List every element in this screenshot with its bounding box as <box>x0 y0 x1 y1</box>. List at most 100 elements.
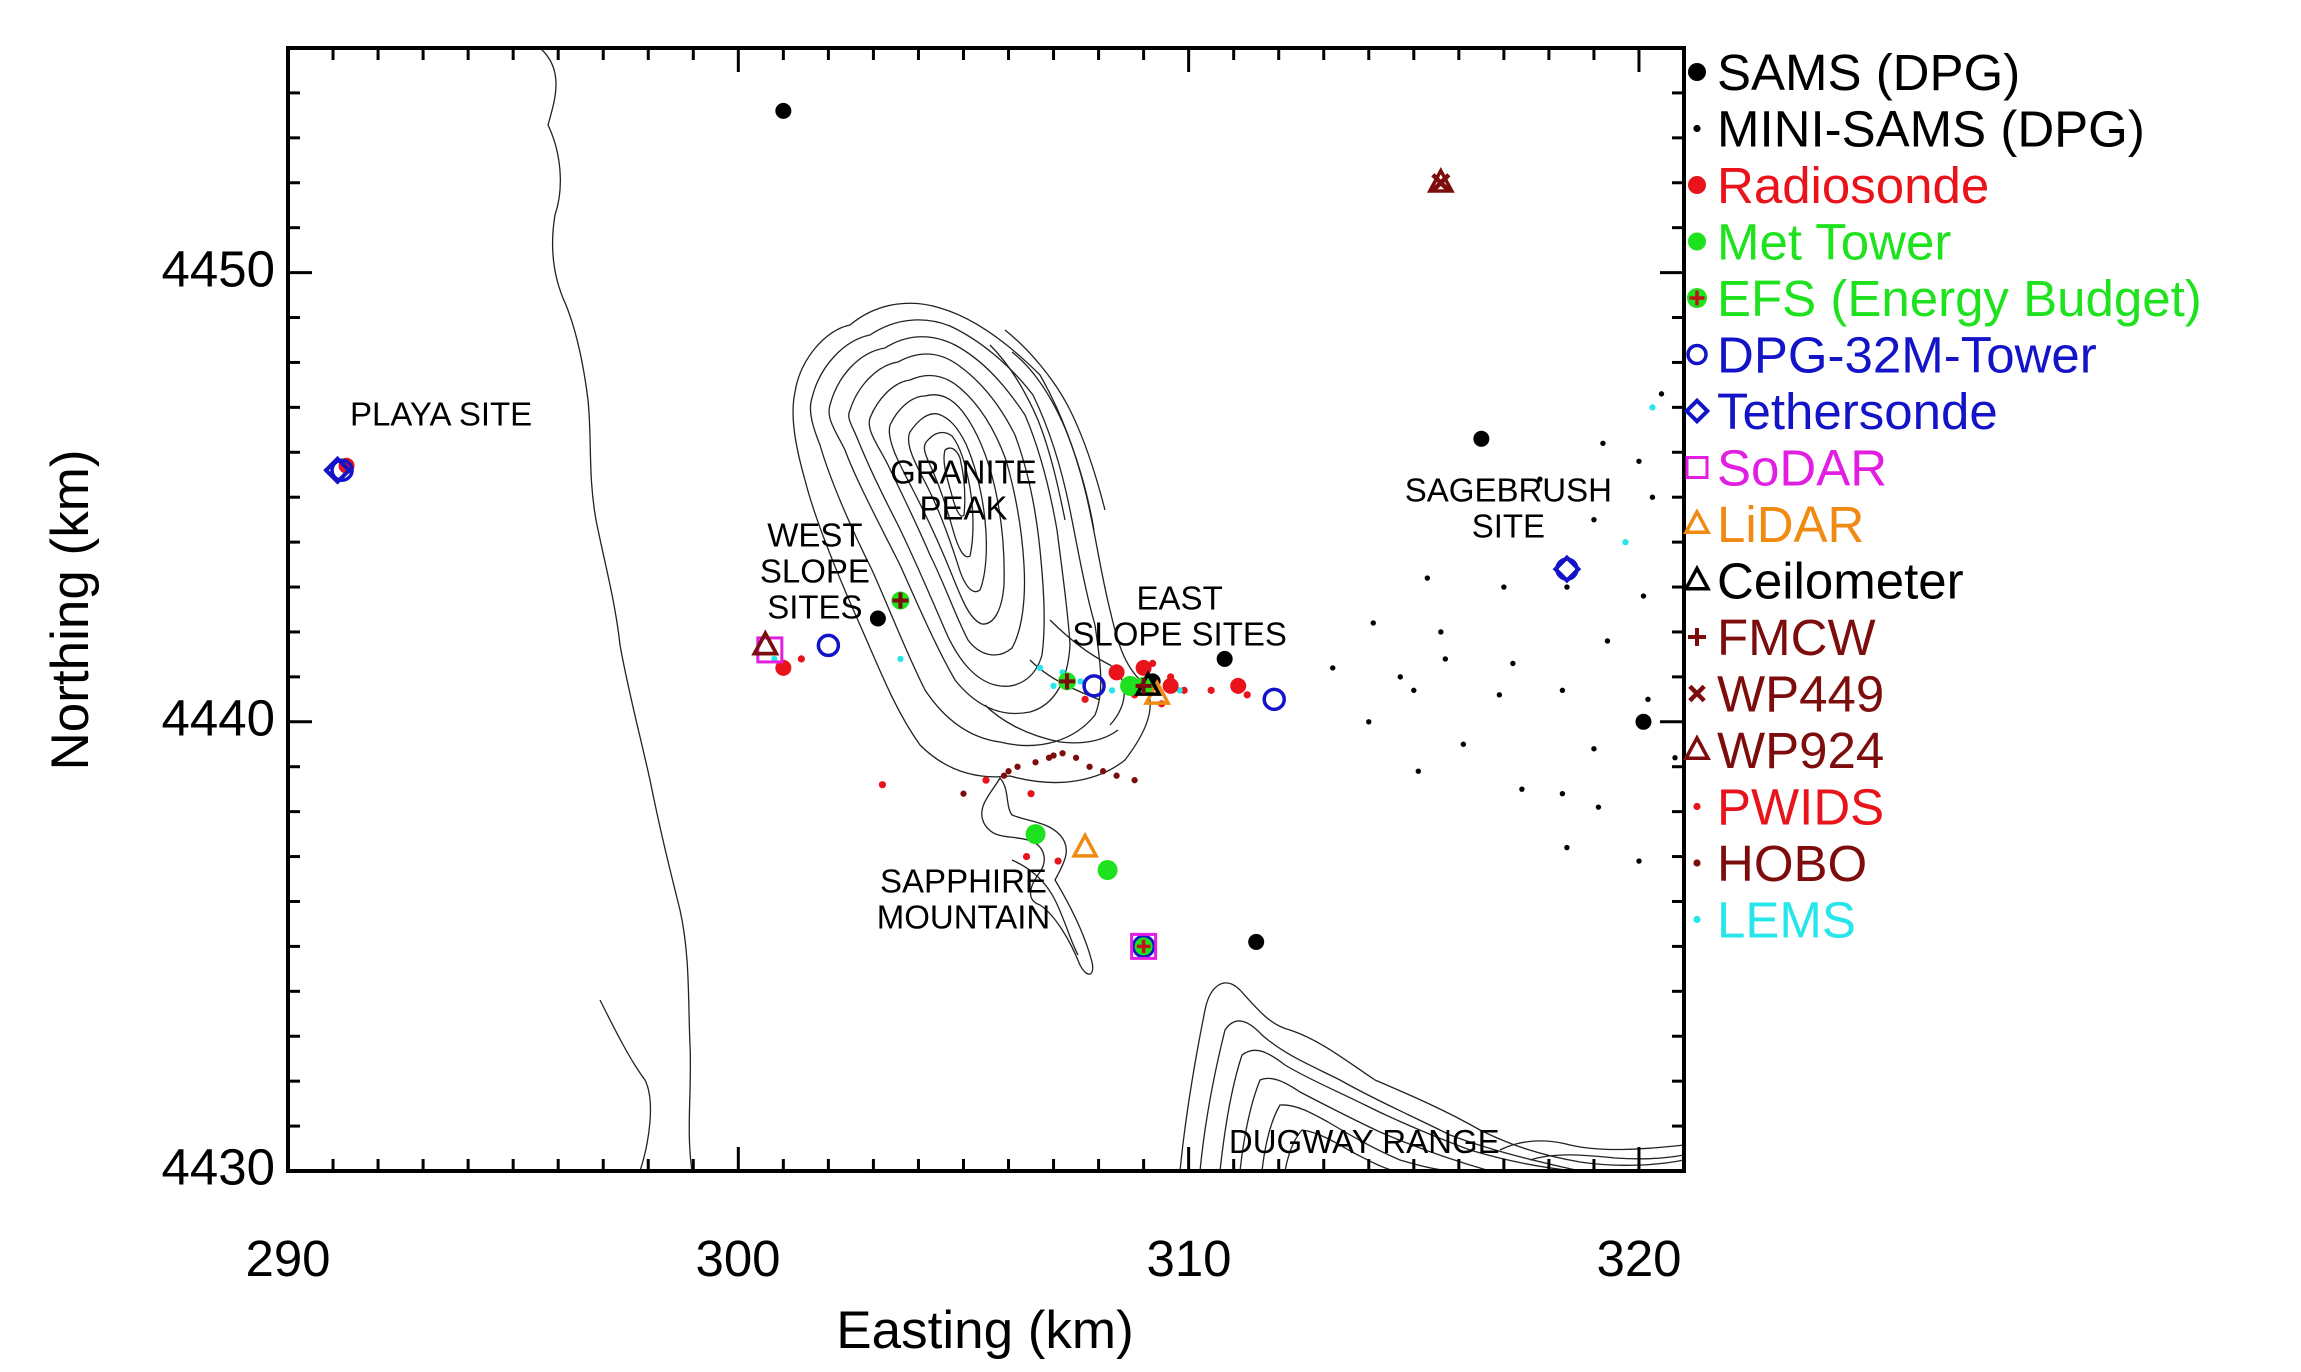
legend-label: Radiosonde <box>1717 157 1989 214</box>
site-label-line: PLAYA SITE <box>350 395 532 432</box>
mini-sams-marker <box>1658 391 1665 397</box>
legend-symbol-15 <box>1693 915 1701 924</box>
met-tower-marker <box>1025 824 1046 845</box>
hobo-marker <box>1086 763 1093 770</box>
y-tick-label-4450: 4450 <box>162 240 275 297</box>
tethersonde-marker <box>323 455 352 485</box>
station-markers <box>323 102 1678 960</box>
wp924-marker <box>1426 166 1455 193</box>
y-tick-label-4430: 4430 <box>162 1138 275 1195</box>
site-label: SAPPHIRE MOUNTAIN <box>877 862 1051 935</box>
mini-sams-marker <box>1442 656 1449 662</box>
mini-sams-marker <box>1415 768 1422 774</box>
lems-marker <box>1050 682 1057 690</box>
legend-symbol-3 <box>1688 232 1706 251</box>
sams-marker <box>1635 713 1652 730</box>
lems-marker <box>1077 678 1084 685</box>
efs-marker-plus <box>1136 939 1151 954</box>
legend-symbol-5 <box>1686 343 1708 366</box>
pwids-marker <box>1054 857 1062 865</box>
tethersonde-marker <box>1552 554 1582 584</box>
sams-marker <box>775 102 792 119</box>
mini-sams-marker <box>1496 692 1503 698</box>
sams-marker <box>1473 430 1490 447</box>
mini-sams-marker <box>1636 858 1642 864</box>
legend-label: LEMS <box>1717 892 1856 949</box>
site-label: GRANITE PEAK <box>890 454 1037 527</box>
site-labels: PLAYA SITE GRANITE PEAK WEST SLOPE SITES EAST S… <box>350 395 1612 1160</box>
legend-symbol-7 <box>1685 456 1709 479</box>
dpg-tower-marker <box>330 458 354 482</box>
lake-shoreline-west <box>539 48 693 1171</box>
site-label-line: DUGWAY RANGE <box>1229 1123 1500 1160</box>
mini-sams-marker <box>1604 638 1611 644</box>
met-tower-marker <box>1097 860 1118 881</box>
sams-marker <box>1248 933 1265 950</box>
legend-label: WP924 <box>1717 722 1884 779</box>
site-label: WEST SLOPE SITES <box>760 517 870 626</box>
mini-sams-marker <box>1366 719 1372 725</box>
mini-sams-marker <box>1501 584 1507 590</box>
legend-symbol-0 <box>1688 63 1706 81</box>
dpg-tower-marker <box>1262 687 1286 712</box>
terrain-contours <box>539 48 1684 1171</box>
hobo-marker <box>1072 754 1080 761</box>
legend-label: WP449 <box>1717 666 1884 723</box>
mini-sams-marker <box>1640 593 1647 599</box>
hobo-marker <box>1099 768 1107 775</box>
mini-sams-marker <box>1649 494 1656 500</box>
radiosonde-marker <box>1162 677 1179 694</box>
dugway-range-contours <box>1199 1020 1684 1171</box>
hobo-marker <box>1032 759 1039 766</box>
site-label: EAST SLOPE SITES <box>1072 580 1287 653</box>
hobo-marker <box>1050 752 1057 759</box>
site-label-line: SLOPE SITES <box>1072 616 1287 653</box>
legend-label: HOBO <box>1717 835 1867 892</box>
legend-symbol-14 <box>1693 859 1701 867</box>
radiosonde-marker <box>1108 664 1125 681</box>
axis-ticks <box>286 46 1686 1173</box>
mini-sams-marker <box>1600 440 1606 446</box>
site-label-line: SAPPHIRE <box>880 862 1047 899</box>
hobo-marker <box>1131 777 1138 784</box>
hobo-marker <box>1005 768 1012 775</box>
mini-sams-marker <box>1397 674 1403 680</box>
legend-label: Tethersonde <box>1717 383 1998 440</box>
legend-label: Ceilometer <box>1717 553 1964 610</box>
mini-sams-marker <box>1591 516 1597 523</box>
mini-sams-marker <box>1424 575 1431 581</box>
shoreline-inlet <box>599 999 652 1171</box>
legend-symbol-8 <box>1683 508 1711 534</box>
x-tick-label-310: 310 <box>1146 1230 1231 1287</box>
pwids-marker <box>1207 686 1215 694</box>
legend-label: LiDAR <box>1717 496 1864 553</box>
legend-symbol-13 <box>1693 802 1701 811</box>
legend-label: FMCW <box>1717 609 1876 666</box>
lems-marker <box>1649 404 1656 411</box>
legend-symbol-9 <box>1683 564 1711 591</box>
mini-sams-marker <box>1519 786 1525 792</box>
y-axis-title: Northing (km) <box>41 449 100 770</box>
site-label-line: SLOPE <box>760 553 870 590</box>
hobo-marker <box>960 790 967 797</box>
fmcw-marker <box>1135 677 1152 694</box>
pwids-marker <box>1027 790 1035 798</box>
legend-label: SAMS (DPG) <box>1717 44 2020 101</box>
plot-frame <box>286 46 1686 1173</box>
dpg-tower-marker <box>1082 674 1106 698</box>
site-label: DUGWAY RANGE <box>1229 1123 1500 1160</box>
lems-marker <box>1108 687 1116 694</box>
lems-marker <box>1622 538 1629 546</box>
mini-sams-marker <box>1330 665 1336 671</box>
legend-label: PWIDS <box>1717 779 1884 836</box>
pwids-marker <box>1243 691 1251 699</box>
pwids-marker <box>797 655 805 663</box>
legend-symbol-12 <box>1683 734 1711 760</box>
fmcw-marker <box>1059 673 1076 690</box>
pwids-marker <box>1180 686 1188 694</box>
x-tick-label-290: 290 <box>245 1230 330 1287</box>
legend-label: SoDAR <box>1717 440 1887 497</box>
site-label-line: MOUNTAIN <box>877 898 1051 935</box>
